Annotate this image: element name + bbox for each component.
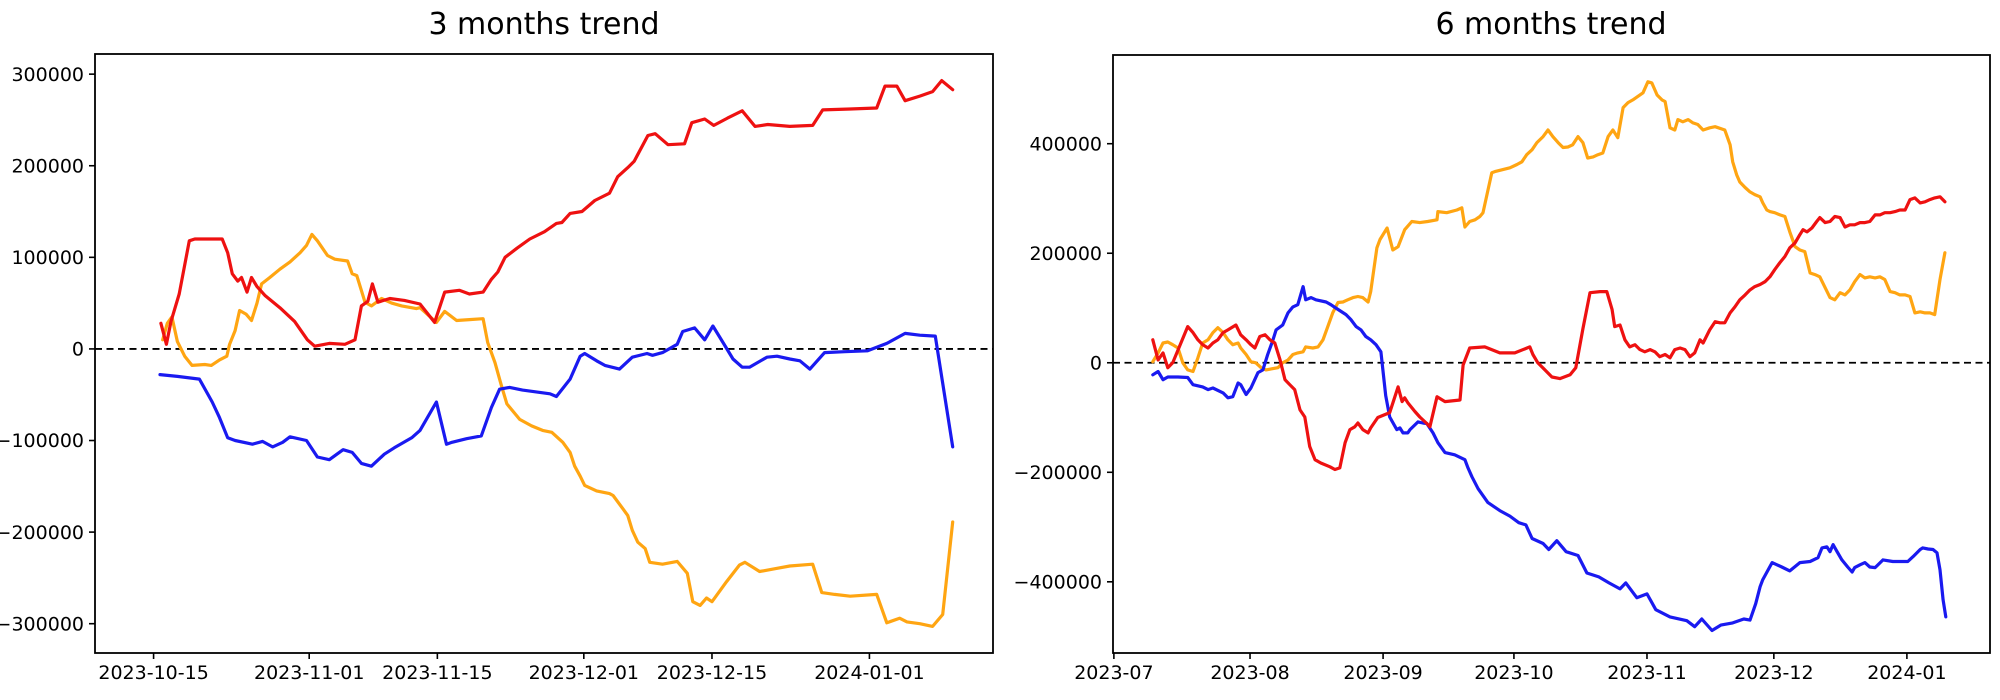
x-tick-label: 2024-01-01 [814,662,924,684]
series-blue-line [158,324,955,468]
chart-title: 6 months trend [1435,7,1666,42]
axes-spines [1112,54,1991,654]
x-tick-label: 2023-11-15 [382,662,492,684]
x-tick-label: 2023-12-15 [657,662,767,684]
series-orange-line [161,232,955,629]
y-tick-label: 400000 [1029,133,1102,155]
series-blue-line [1151,285,1948,633]
series-red-line [1151,195,1947,472]
y-tick-label: 300000 [11,64,84,86]
series-red-line [159,78,955,348]
y-tick-label: 0 [72,339,84,361]
y-tick-label: 100000 [11,247,84,269]
y-tick-label: 200000 [1029,243,1102,265]
x-tick-label: 2023-08 [1210,662,1289,684]
y-tick-label: 0 [1090,352,1102,374]
y-tick-label: −100000 [0,430,84,452]
y-tick-label: −200000 [1014,462,1102,484]
y-tick-label: 200000 [11,155,84,177]
series-orange-line [1151,80,1947,374]
x-tick-label: 2023-12 [1734,662,1813,684]
x-tick-label: 2023-07 [1074,662,1153,684]
axes-spines [94,53,994,654]
y-tick-label: −300000 [0,613,84,635]
x-tick-label: 2023-10-15 [98,662,208,684]
x-tick-label: 2023-09 [1343,662,1422,684]
x-tick-label: 2023-11-01 [254,662,364,684]
y-tick-label: −400000 [1014,571,1102,593]
x-tick-label: 2023-10 [1474,662,1553,684]
y-tick-label: −200000 [0,522,84,544]
x-tick-label: 2024-01 [1867,662,1946,684]
x-tick-label: 2023-12-01 [529,662,639,684]
chart-title: 3 months trend [428,7,659,42]
x-tick-label: 2023-11 [1607,662,1686,684]
